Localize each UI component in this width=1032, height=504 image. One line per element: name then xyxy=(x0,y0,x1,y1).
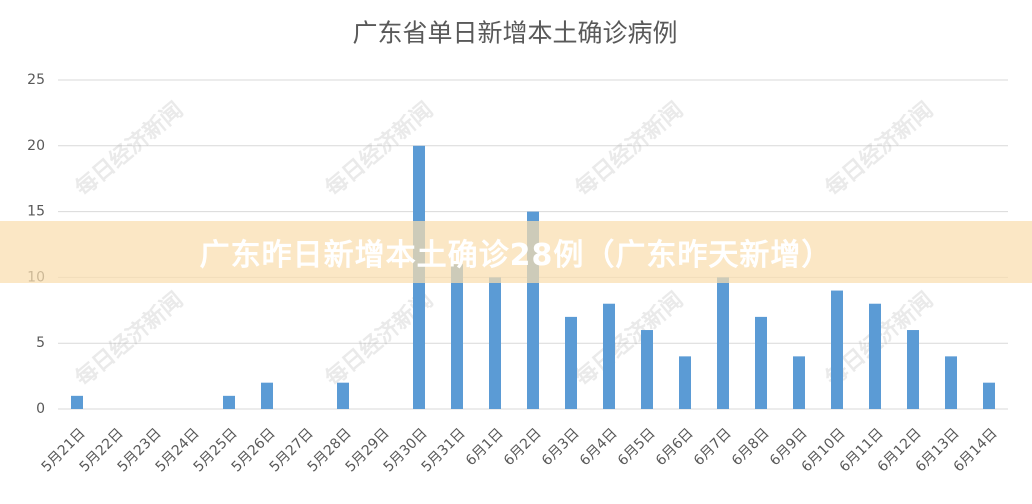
bar xyxy=(945,356,957,409)
bar xyxy=(755,316,767,409)
x-tick-label: 6月6日 xyxy=(653,425,697,469)
bar xyxy=(71,395,83,409)
x-tick-label: 6月7日 xyxy=(691,425,735,469)
bar xyxy=(679,356,691,409)
bar xyxy=(831,290,843,409)
bar xyxy=(565,316,577,409)
bar xyxy=(451,264,463,409)
bar xyxy=(717,277,729,409)
x-tick-label: 6月5日 xyxy=(615,425,659,469)
x-tick-label: 6月3日 xyxy=(539,425,583,469)
watermark: 每日经济新闻 xyxy=(570,97,688,202)
banner: 广东昨日新增本土确诊28例（广东昨天新增） xyxy=(0,221,1032,283)
y-tick-label: 0 xyxy=(36,401,45,417)
watermark: 每日经济新闻 xyxy=(70,97,188,202)
bar xyxy=(907,330,919,409)
watermark: 每日经济新闻 xyxy=(70,287,188,392)
bar xyxy=(793,356,805,409)
bar xyxy=(223,395,235,409)
x-tick-label: 6月4日 xyxy=(577,425,621,469)
bar xyxy=(261,382,273,409)
bar xyxy=(603,303,615,409)
bar xyxy=(869,303,881,409)
y-tick-label: 5 xyxy=(36,335,45,351)
bar xyxy=(983,382,995,409)
y-tick-label: 25 xyxy=(27,72,45,88)
y-tick-label: 20 xyxy=(27,138,45,154)
bar xyxy=(337,382,349,409)
bar xyxy=(489,277,501,409)
x-tick-label: 6月8日 xyxy=(729,425,773,469)
watermark: 每日经济新闻 xyxy=(570,287,688,392)
y-tick-label: 15 xyxy=(27,204,45,220)
x-tick-label: 6月1日 xyxy=(463,425,507,469)
watermark: 每日经济新闻 xyxy=(820,97,938,202)
chart-title: 广东省单日新增本土确诊病例 xyxy=(352,19,677,48)
x-tick-label: 6月2日 xyxy=(501,425,545,469)
bar xyxy=(641,330,653,409)
